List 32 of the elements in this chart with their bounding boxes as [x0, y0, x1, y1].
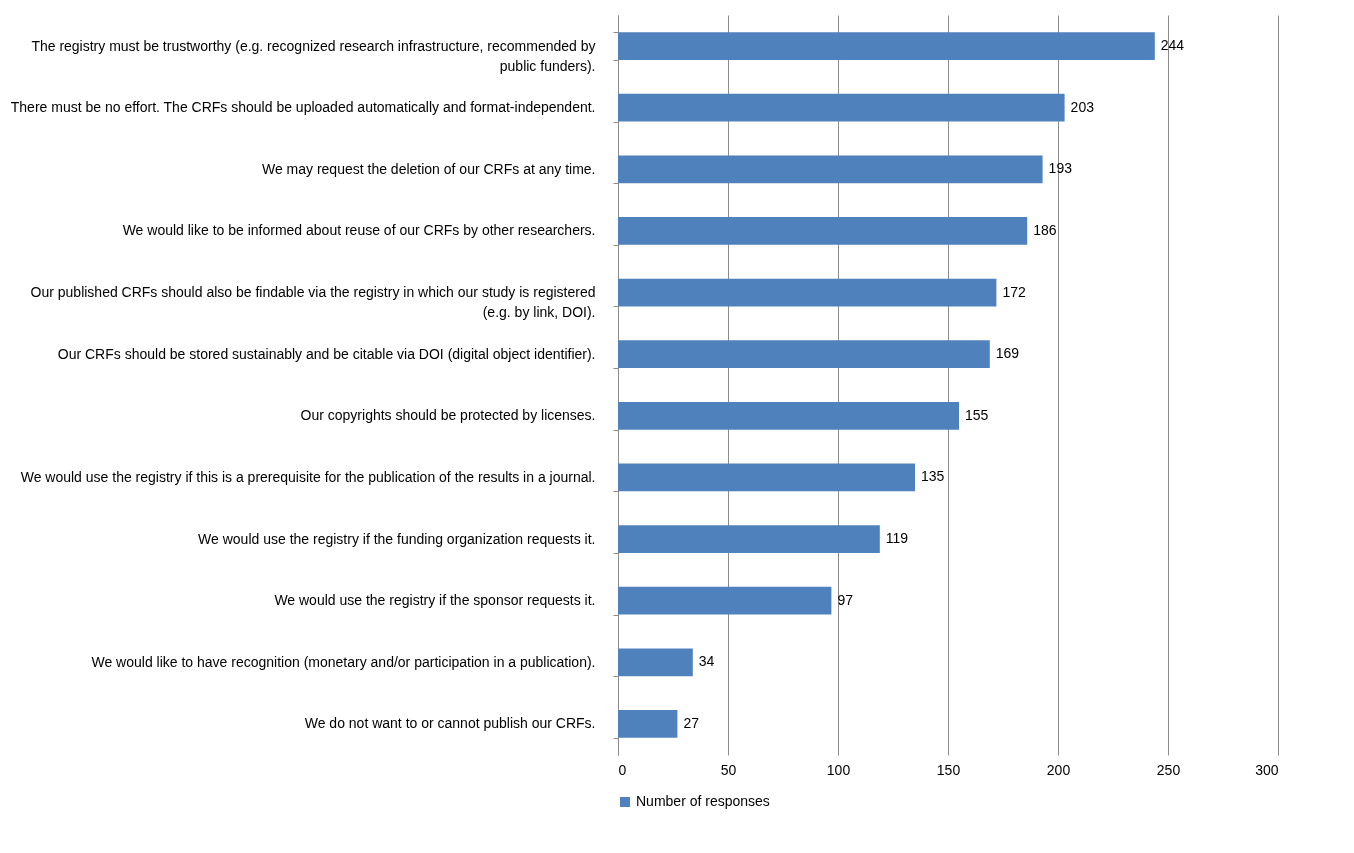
- y-tick-label: Our CRFs should be stored sustainably and be citable via DOI (digital object identifier).: [57, 345, 596, 362]
- x-tick-label: 250: [1156, 761, 1181, 778]
- y-tick-label: We would like to have recognition (monetary and/or participation in a publication).: [91, 653, 596, 670]
- data-label: 27: [683, 714, 700, 731]
- y-tick-label: Our published CRFs should also be findable via the registry in which our study is registered (e.g. by link, DOI).: [30, 284, 596, 321]
- data-label: 172: [1002, 283, 1026, 300]
- data-label: 97: [837, 591, 854, 608]
- data-label: 244: [1160, 37, 1185, 54]
- data-label: 135: [921, 468, 945, 485]
- y-tick-label: We would use the registry if this is a prerequisite for the publication of the results in a journal.: [20, 468, 596, 485]
- y-tick-label: We may request the deletion of our CRFs at any time.: [261, 160, 596, 177]
- x-tick-label: 0: [618, 761, 627, 778]
- x-tick-label: 100: [826, 761, 851, 778]
- x-tick-label: 200: [1046, 761, 1071, 778]
- y-tick-label: We do not want to or cannot publish our CRFs.: [304, 715, 596, 732]
- y-tick-label: We would like to be informed about reuse of our CRFs by other researchers.: [122, 222, 596, 239]
- data-label: 203: [1070, 98, 1095, 115]
- data-label: 169: [995, 345, 1020, 362]
- legend-label: Number of responses: [636, 793, 770, 809]
- y-tick-label: The registry must be trustworthy (e.g. recognized research infrastructure, recommended by public funders).: [31, 37, 596, 74]
- x-tick-label: 300: [1255, 761, 1279, 778]
- y-tick-label: There must be no effort. The CRFs should be uploaded automatically and format-independent.: [10, 99, 596, 116]
- y-tick-label: We would use the registry if the sponsor requests it.: [274, 592, 596, 609]
- data-label: 34: [698, 653, 715, 670]
- data-label: 193: [1048, 160, 1073, 177]
- y-tick-label: Our copyrights should be protected by licenses.: [300, 407, 596, 424]
- x-tick-label: 50: [720, 761, 737, 778]
- data-label: 186: [1033, 221, 1057, 238]
- data-label: 155: [965, 406, 989, 423]
- data-label: 119: [885, 530, 909, 547]
- x-tick-label: 150: [936, 761, 961, 778]
- y-tick-label: We would use the registry if the funding organization requests it.: [198, 530, 596, 547]
